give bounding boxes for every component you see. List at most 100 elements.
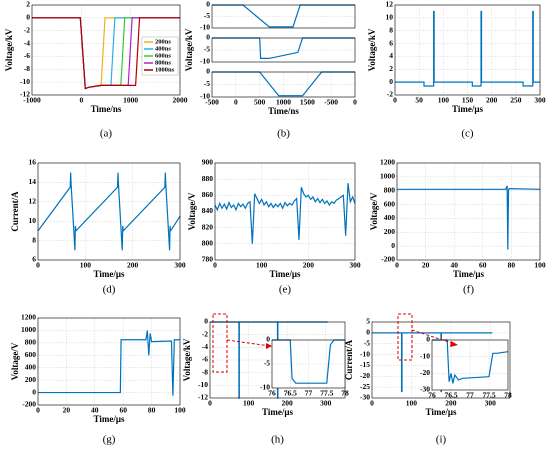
x-tick-label: 1000 <box>276 98 291 107</box>
y-axis-label: Voltage/kV <box>367 28 377 71</box>
legend-label: 1000ns <box>155 66 175 73</box>
y-axis-label: Voltage/V <box>10 342 20 380</box>
x-tick-label: 2000 <box>173 96 188 105</box>
data-line <box>38 330 180 396</box>
plot-background <box>212 38 355 62</box>
x-tick-label: 200 <box>303 261 315 270</box>
y-tick-label: 900 <box>202 158 214 167</box>
y-tick-label: 1200 <box>380 158 395 167</box>
axes-frame <box>37 317 181 406</box>
y-tick-label: 0 <box>391 241 395 250</box>
x-axis-label: Time/μs <box>270 269 301 279</box>
legend-label: 200ns <box>155 38 171 45</box>
y-tick-label: 8 <box>32 235 36 244</box>
x-axis-label: Time/μs <box>453 269 484 279</box>
x-tick-label: 77 <box>305 389 313 398</box>
x-tick-label: 0 <box>370 399 374 408</box>
x-tick-label: 500 <box>254 98 266 107</box>
axes-frame <box>211 37 356 63</box>
x-tick-label: 60 <box>119 406 127 415</box>
arrow-head <box>450 341 458 347</box>
x-tick-label: 0 <box>353 98 357 107</box>
x-tick-label: 0 <box>79 96 83 105</box>
x-tick-label: -500 <box>324 98 338 107</box>
x-tick-label: 40 <box>450 261 458 270</box>
x-tick-label: 80 <box>148 406 156 415</box>
y-tick-label: 840 <box>202 206 214 215</box>
y-axis-label: Current/A <box>344 339 354 380</box>
legend-label: 600ns <box>155 52 171 59</box>
y-tick-label: 880 <box>202 174 214 183</box>
y-tick-label: -2 <box>387 90 393 99</box>
x-tick-label: 250 <box>510 96 522 105</box>
x-tick-label: 0 <box>234 98 238 107</box>
y-tick-label: 200 <box>25 375 37 384</box>
x-tick-label: 100 <box>406 399 418 408</box>
y-tick-label: -25 <box>360 382 370 391</box>
y-tick-label: -2 <box>202 329 208 338</box>
y-tick-label: -10 <box>200 57 210 66</box>
x-axis-label: Time/μs <box>94 269 125 279</box>
x-tick-label: 78 <box>504 391 512 400</box>
axes-frame <box>211 4 356 29</box>
x-tick-label: -500 <box>205 98 219 107</box>
x-tick-label: 80 <box>508 261 516 270</box>
axes-frame <box>371 321 511 399</box>
y-tick-label: -4 <box>24 38 30 47</box>
y-tick-label: -10 <box>420 351 430 360</box>
y-tick-label: -20 <box>420 368 430 377</box>
x-tick-label: 100 <box>80 261 92 270</box>
x-axis-label: Time/μs <box>426 407 457 417</box>
x-tick-label: 0 <box>208 399 212 408</box>
y-tick-label: 10 <box>29 216 37 225</box>
axes-frame <box>214 162 356 261</box>
panel-caption: (d) <box>103 284 116 296</box>
y-tick-label: -5 <box>204 79 210 88</box>
y-tick-label: 16 <box>29 158 37 167</box>
y-tick-label: 2 <box>26 0 30 9</box>
y-tick-label: 1000 <box>380 172 395 181</box>
x-tick-label: 200 <box>282 399 294 408</box>
x-axis-label: Time/ns <box>268 106 299 116</box>
y-tick-label: -6 <box>24 51 30 60</box>
x-tick-label: 78 <box>341 389 349 398</box>
zoom-arrow <box>411 329 456 345</box>
x-tick-label: 100 <box>243 399 255 408</box>
zoom-arrow <box>226 339 271 347</box>
y-tick-label: 4 <box>389 51 393 60</box>
y-axis-label: Voltage/V <box>369 192 379 230</box>
data-line <box>272 339 345 384</box>
y-tick-label: -4 <box>202 342 208 351</box>
y-tick-label: 800 <box>384 185 396 194</box>
x-tick-label: 0 <box>36 261 40 270</box>
x-tick-label: 100 <box>256 261 268 270</box>
panel-caption: (c) <box>461 128 474 140</box>
x-tick-label: 300 <box>485 399 497 408</box>
y-tick-label: 0 <box>426 335 430 344</box>
axes-frame <box>211 71 356 98</box>
plot-background <box>38 318 180 405</box>
axes-frame <box>396 162 541 261</box>
x-tick-label: 77.5 <box>482 391 495 400</box>
y-tick-label: -2 <box>24 25 30 34</box>
y-tick-label: 1200 <box>21 313 36 322</box>
y-tick-label: -200 <box>381 255 395 264</box>
x-tick-label: 20 <box>422 261 430 270</box>
data-line <box>37 172 181 251</box>
zoom-box <box>212 313 228 373</box>
y-tick-label: 0 <box>26 13 30 22</box>
x-tick-label: 300 <box>320 399 332 408</box>
x-tick-label: 76 <box>428 391 436 400</box>
data-line <box>395 10 540 87</box>
x-tick-label: 100 <box>438 96 450 105</box>
y-axis-label: Current/A <box>10 191 20 232</box>
x-tick-label: 0 <box>213 261 217 270</box>
legend-label: 800ns <box>155 59 171 66</box>
x-tick-label: 100 <box>534 261 546 270</box>
y-tick-label: -5 <box>204 11 210 20</box>
y-tick-label: 0 <box>32 387 36 396</box>
panel-caption: (f) <box>463 284 474 296</box>
x-tick-label: 40 <box>91 406 99 415</box>
y-axis-label: Voltage/kV <box>184 28 194 71</box>
